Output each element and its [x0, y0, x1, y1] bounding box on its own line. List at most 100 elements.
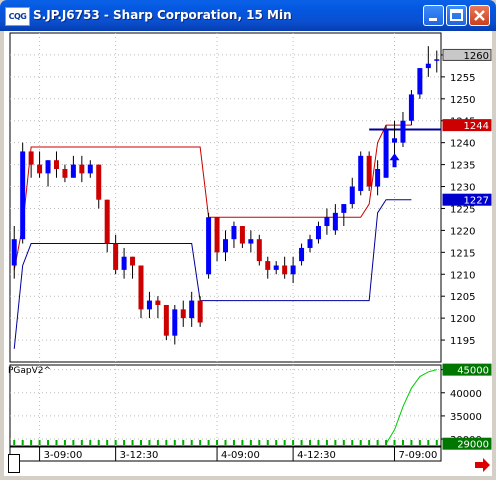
candle — [28, 151, 34, 178]
price-marker-label-box — [442, 119, 492, 132]
candle — [87, 160, 93, 178]
candle — [79, 155, 85, 183]
candle — [341, 204, 347, 227]
scroll-left-box[interactable] — [8, 454, 20, 473]
x-axis-tick-label: 4-09:00 — [221, 450, 260, 461]
candle — [324, 208, 330, 235]
candle-body — [146, 300, 152, 310]
candle-body — [79, 164, 85, 174]
candle — [383, 125, 389, 178]
candle-body — [366, 155, 372, 187]
candle-body — [138, 265, 144, 310]
candle-body — [189, 300, 195, 319]
price-y-tick-label: 1235 — [450, 161, 475, 172]
candle-body — [332, 212, 338, 231]
candle-body — [62, 168, 68, 178]
candle — [223, 230, 228, 262]
candle — [299, 243, 305, 266]
chart-canvas[interactable]: 1195 1200 1205 1210 1215 1220 1225 1230 1235 1240… — [4, 31, 492, 476]
candle — [307, 234, 313, 253]
x-axis-tick-label: 3-09:00 — [44, 450, 83, 461]
upper-band-line — [13, 124, 412, 270]
candle — [155, 296, 161, 319]
candle-body — [358, 155, 364, 191]
candle — [315, 221, 321, 244]
window-title: S.JP.J6753 - Sharp Corporation, 15 Min — [33, 8, 292, 22]
candle — [197, 296, 203, 327]
candle-body — [282, 265, 288, 275]
candle — [273, 261, 279, 275]
indicator-series-line — [385, 369, 437, 444]
candle — [146, 291, 152, 319]
price-marker-label-box — [442, 48, 492, 61]
candle-body — [349, 186, 355, 205]
candle — [392, 120, 398, 156]
candle-body — [20, 151, 26, 240]
indicator-marker-label-box — [442, 363, 492, 376]
title-bar[interactable]: CQG S.JP.J6753 - Sharp Corporation, 15 M… — [0, 0, 496, 31]
candle — [358, 151, 364, 196]
candle — [104, 199, 110, 253]
candle — [11, 226, 17, 279]
candle-body — [273, 265, 279, 270]
candle-body — [223, 239, 228, 253]
candle-body — [248, 239, 254, 244]
candle-body — [28, 151, 34, 165]
candle-body — [121, 256, 127, 270]
candle — [138, 265, 144, 319]
candle — [163, 304, 169, 341]
candle-body — [239, 226, 245, 244]
minimize-button[interactable] — [423, 5, 444, 26]
indicator-marker-label: 29000 — [457, 440, 489, 451]
price-marker-label: 1227 — [464, 196, 489, 207]
price-y-tick-label: 1230 — [450, 183, 475, 194]
price-y-tick-label: 1255 — [450, 73, 475, 84]
candle-body — [53, 160, 59, 169]
price-y-tick-label: 1210 — [450, 270, 475, 281]
candle — [375, 160, 381, 196]
x-axis-tick-label: 4-12:30 — [297, 450, 336, 461]
candle — [214, 217, 220, 262]
candle-body — [265, 261, 271, 270]
candle-body — [290, 265, 296, 275]
candle-body — [206, 217, 212, 275]
candle — [20, 142, 26, 244]
indicator-panel — [9, 364, 442, 447]
candle — [408, 90, 414, 126]
candle — [417, 68, 423, 99]
candle — [96, 164, 102, 209]
candle — [206, 212, 212, 279]
candle — [265, 256, 271, 279]
red-right-arrow-icon[interactable] — [474, 458, 490, 472]
candle-body — [307, 239, 313, 248]
candle — [231, 221, 237, 248]
chart-area[interactable]: 1195 1200 1205 1210 1215 1220 1225 1230 1235 1240… — [4, 31, 492, 476]
candle — [256, 234, 262, 266]
candle — [239, 226, 245, 248]
candle — [290, 256, 296, 284]
price-y-tick-label: 1220 — [450, 226, 475, 237]
candle-body — [70, 164, 76, 178]
indicator-y-tick-label: 40000 — [450, 389, 482, 400]
candle-body — [197, 300, 203, 323]
candle — [53, 151, 59, 178]
candle-body — [400, 120, 406, 143]
price-y-tick-label: 1225 — [450, 204, 475, 215]
price-marker-label: 1260 — [464, 51, 489, 62]
candle — [45, 160, 51, 187]
close-button[interactable] — [469, 5, 490, 26]
candle-body — [341, 204, 347, 213]
candle-body — [45, 160, 51, 174]
candle-body — [231, 226, 237, 240]
price-marker-label-box — [442, 193, 492, 206]
maximize-button[interactable] — [446, 5, 467, 26]
candle-body — [104, 199, 110, 244]
candle-body — [155, 300, 161, 305]
candle — [70, 155, 76, 178]
lower-band-line — [13, 199, 412, 349]
price-y-tick-label: 1205 — [450, 292, 475, 303]
candle-body — [324, 217, 330, 227]
candle-body — [434, 59, 440, 61]
candle-body — [37, 164, 43, 174]
price-y-tick-label: 1215 — [450, 248, 475, 259]
